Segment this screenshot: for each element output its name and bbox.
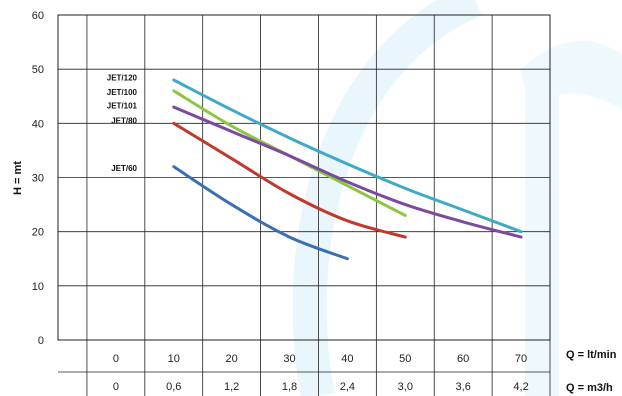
series-lines (172, 78, 523, 261)
x-tick-label-primary: 10 (168, 353, 180, 365)
series-label-jet-101: JET/101 (107, 101, 138, 110)
x-tick-label-secondary: 3,6 (456, 381, 471, 393)
x-axis-title-secondary: Q = m3/h (566, 382, 613, 394)
series-label-jet-100: JET/100 (107, 88, 138, 97)
watermark-logo (292, 0, 622, 396)
x-tick-label-secondary: 0,6 (166, 381, 181, 393)
x-tick-label-primary: 40 (341, 353, 353, 365)
y-tick-label: 20 (32, 227, 44, 239)
x-tick-label-primary: 30 (283, 353, 295, 365)
series-line-jet-80 (172, 121, 407, 239)
x-tick-label-secondary: 2,4 (340, 381, 355, 393)
x-axis-title-primary: Q = lt/min (566, 349, 617, 361)
series-label-jet-60: JET/60 (111, 164, 137, 173)
x-tick-label-primary: 60 (457, 353, 469, 365)
series-line-jet-120 (172, 78, 523, 234)
y-tick-label: 0 (38, 335, 44, 347)
x-tick-label-primary: 20 (226, 353, 238, 365)
x-tick-label-secondary: 0 (113, 381, 119, 393)
series-label-jet-120: JET/120 (107, 73, 138, 82)
grid (57, 14, 551, 396)
y-axis-title: H = mt (12, 161, 24, 195)
series-line-jet-60 (172, 165, 349, 261)
x-tick-label-secondary: 1,8 (282, 381, 297, 393)
series-line-jet-101 (172, 105, 523, 239)
y-tick-label: 50 (32, 64, 44, 76)
y-tick-label: 30 (32, 173, 44, 185)
axis-ticks: 0 10 20 30 40 50 60 0 10 20 30 40 50 60 70 0 0,6 1,2 1,8 2,… (32, 10, 529, 393)
x-tick-label-secondary: 4,2 (513, 381, 528, 393)
x-tick-label-secondary: 1,2 (224, 381, 239, 393)
x-tick-label-primary: 50 (399, 353, 411, 365)
y-tick-label: 60 (32, 10, 44, 22)
x-tick-label-primary: 0 (113, 353, 119, 365)
x-tick-label-secondary: 3,0 (398, 381, 413, 393)
x-tick-label-primary: 70 (515, 353, 527, 365)
series-labels: JET/120 JET/100 JET/101 JET/80 JET/60 (107, 73, 138, 172)
y-tick-label: 40 (32, 118, 44, 130)
y-tick-label: 10 (32, 281, 44, 293)
series-label-jet-80: JET/80 (111, 117, 137, 126)
